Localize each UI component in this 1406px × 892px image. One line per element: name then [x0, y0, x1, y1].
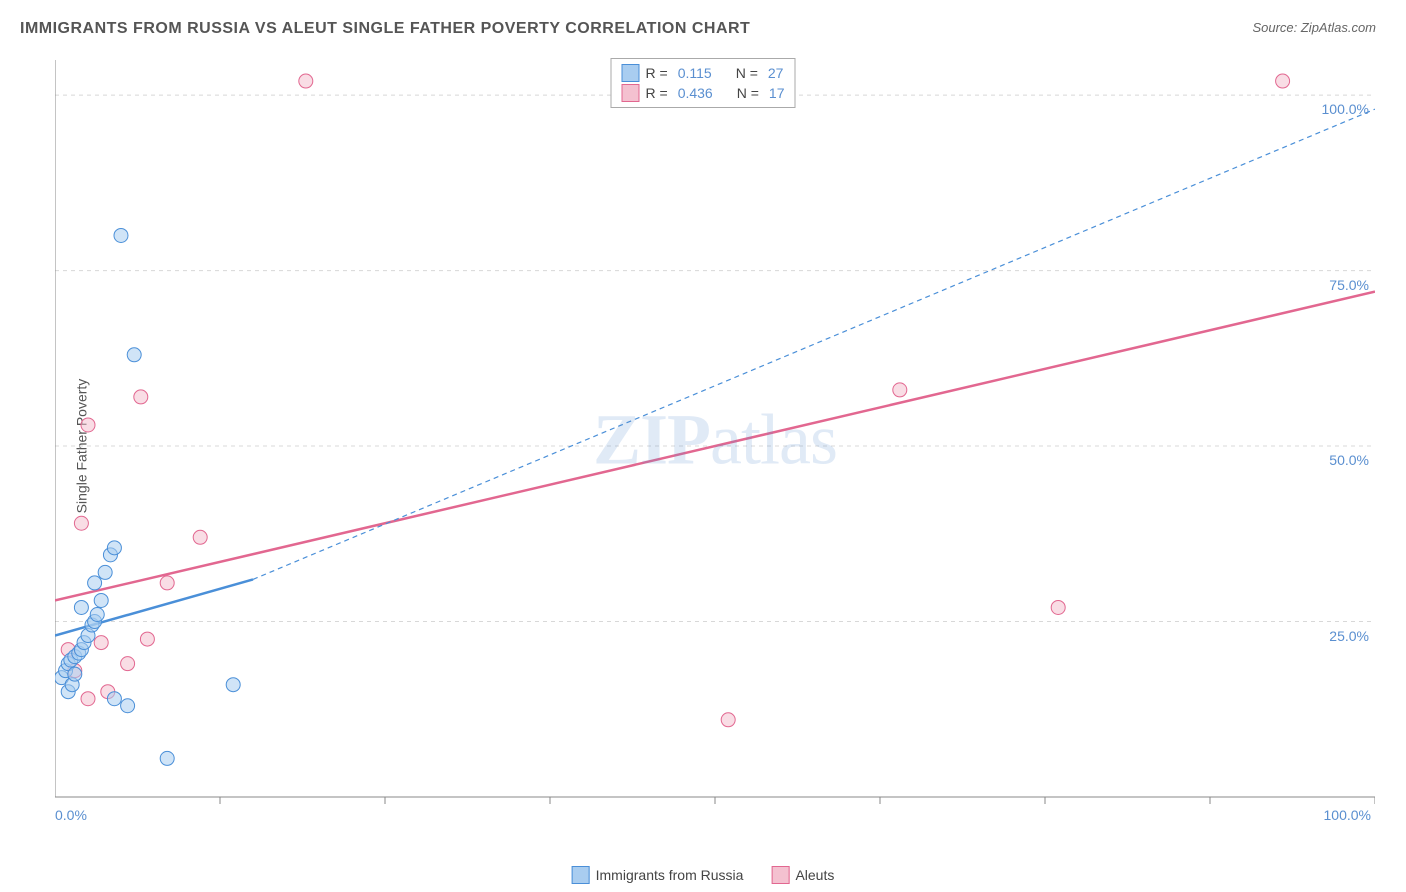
series1-name: Immigrants from Russia [596, 867, 744, 883]
y-tick-label: 25.0% [1329, 628, 1369, 644]
source-label: Source: ZipAtlas.com [1252, 20, 1376, 35]
swatch-series2 [622, 84, 640, 102]
scatter-plot-svg [55, 55, 1375, 825]
legend-row-series2: R = 0.436 N = 17 [622, 83, 785, 103]
y-tick-label: 75.0% [1329, 277, 1369, 293]
swatch-series1 [622, 64, 640, 82]
swatch-series1 [572, 866, 590, 884]
x-tick-label: 0.0% [55, 807, 87, 823]
n-value-2: 17 [769, 85, 785, 101]
n-label: N = [736, 65, 758, 81]
legend-item-series1: Immigrants from Russia [572, 866, 744, 884]
chart-title: IMMIGRANTS FROM RUSSIA VS ALEUT SINGLE F… [20, 20, 750, 38]
correlation-legend: R = 0.115 N = 27 R = 0.436 N = 17 [611, 58, 796, 108]
legend-item-series2: Aleuts [771, 866, 834, 884]
chart-area: ZIPatlas 25.0%50.0%75.0%100.0%0.0%100.0% [55, 55, 1375, 825]
n-label: N = [737, 85, 759, 101]
r-value-2: 0.436 [678, 85, 713, 101]
y-tick-label: 50.0% [1329, 452, 1369, 468]
r-value-1: 0.115 [678, 65, 712, 81]
r-label: R = [646, 65, 668, 81]
x-tick-label: 100.0% [1324, 807, 1371, 823]
series2-name: Aleuts [795, 867, 834, 883]
r-label: R = [646, 85, 668, 101]
n-value-1: 27 [768, 65, 784, 81]
legend-row-series1: R = 0.115 N = 27 [622, 63, 785, 83]
y-tick-label: 100.0% [1322, 101, 1369, 117]
swatch-series2 [771, 866, 789, 884]
series-legend: Immigrants from Russia Aleuts [572, 866, 835, 884]
